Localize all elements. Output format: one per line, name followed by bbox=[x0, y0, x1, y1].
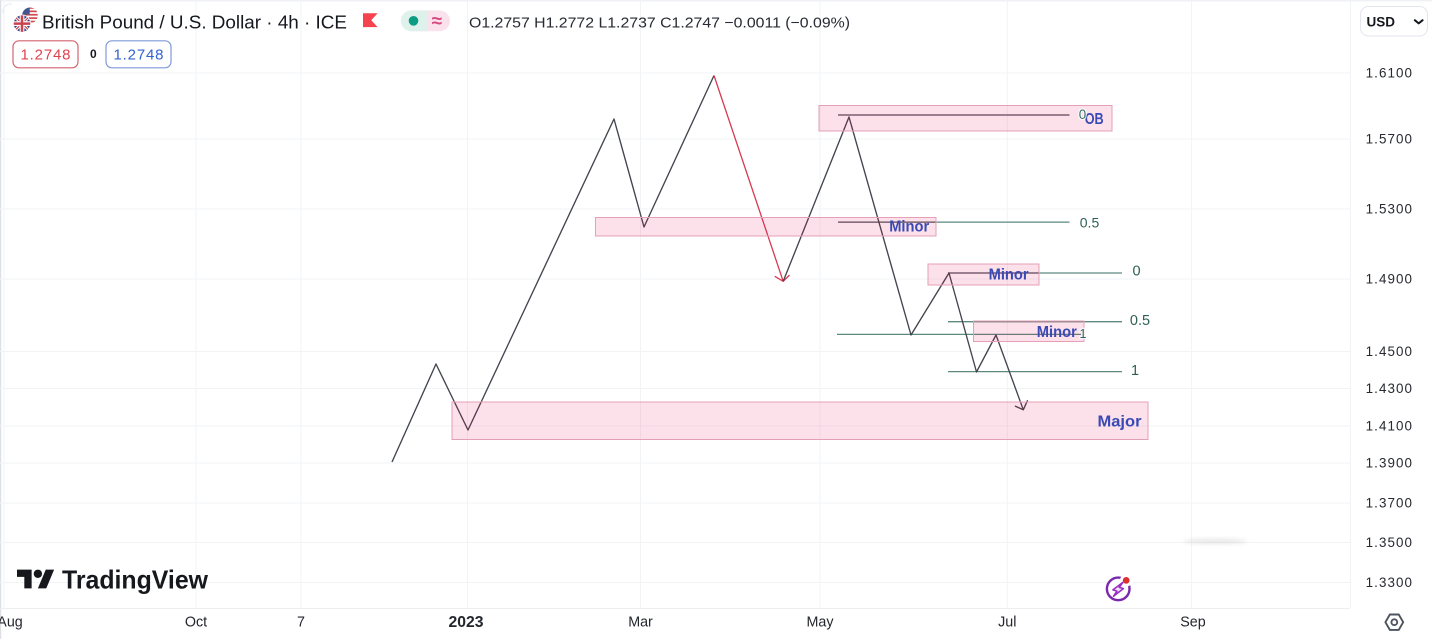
svg-text:1.6100: 1.6100 bbox=[1366, 66, 1412, 81]
svg-text:0: 0 bbox=[90, 47, 97, 61]
svg-text:Minor: Minor bbox=[989, 267, 1029, 284]
svg-text:0.5: 0.5 bbox=[1130, 313, 1150, 329]
svg-text:1.2748: 1.2748 bbox=[21, 47, 71, 64]
svg-text:1.5300: 1.5300 bbox=[1366, 202, 1412, 217]
svg-text:1.3700: 1.3700 bbox=[1366, 496, 1412, 511]
svg-text:1.3900: 1.3900 bbox=[1366, 456, 1412, 471]
svg-text:Minor: Minor bbox=[1037, 324, 1077, 341]
svg-text:1.4100: 1.4100 bbox=[1366, 419, 1412, 434]
svg-text:Aug: Aug bbox=[0, 615, 23, 631]
svg-text:2023: 2023 bbox=[449, 614, 484, 631]
svg-text:Major: Major bbox=[1098, 414, 1142, 431]
svg-text:7: 7 bbox=[297, 615, 305, 631]
svg-text:1: 1 bbox=[1080, 327, 1087, 341]
svg-text:Minor: Minor bbox=[889, 218, 929, 235]
svg-text:1.4900: 1.4900 bbox=[1366, 272, 1412, 287]
svg-text:0.5: 0.5 bbox=[1080, 214, 1100, 230]
svg-text:O1.2757 H1.2772 L1.2737 C1.: O1.2757 H1.2772 L1.2737 C1.2747 −0.0011 … bbox=[469, 14, 850, 31]
svg-text:1.4300: 1.4300 bbox=[1366, 381, 1412, 396]
svg-text:1.3300: 1.3300 bbox=[1366, 575, 1412, 590]
svg-text:0: 0 bbox=[1132, 264, 1140, 280]
svg-text:TradingView: TradingView bbox=[62, 564, 209, 594]
svg-text:1.2748: 1.2748 bbox=[114, 47, 164, 64]
svg-text:1.5700: 1.5700 bbox=[1366, 132, 1412, 147]
svg-text:≈: ≈ bbox=[432, 11, 443, 32]
svg-text:1: 1 bbox=[1131, 363, 1139, 379]
svg-text:0: 0 bbox=[1079, 107, 1086, 122]
svg-text:Jul: Jul bbox=[998, 615, 1016, 631]
svg-text:1.3500: 1.3500 bbox=[1366, 535, 1412, 550]
svg-text:British Pound / U.S. Dollar ·: British Pound / U.S. Dollar · 4h · ICE bbox=[42, 12, 347, 32]
svg-text:Mar: Mar bbox=[628, 615, 653, 631]
svg-text:1.4500: 1.4500 bbox=[1366, 344, 1412, 359]
svg-text:May: May bbox=[806, 615, 834, 631]
svg-text:Oct: Oct bbox=[185, 615, 207, 631]
svg-text:Sep: Sep bbox=[1180, 615, 1205, 631]
svg-text:OB: OB bbox=[1085, 111, 1104, 128]
svg-text:USD: USD bbox=[1367, 14, 1396, 29]
